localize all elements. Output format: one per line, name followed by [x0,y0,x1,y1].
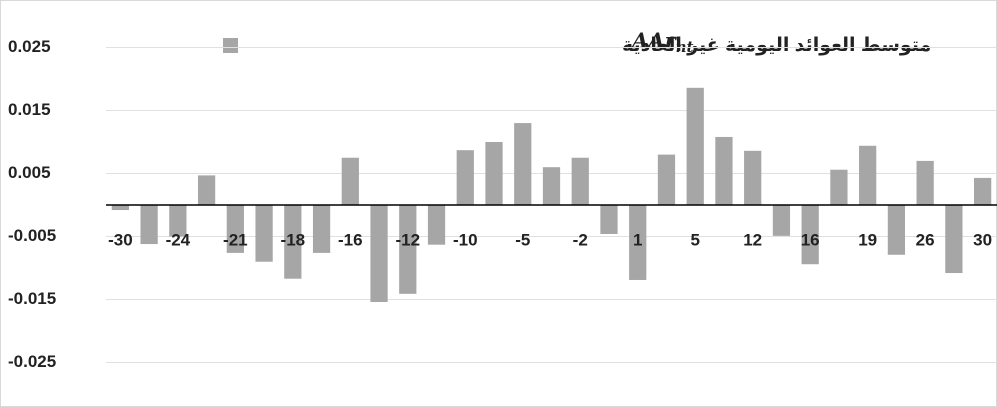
x-tick-label: 30 [973,230,992,249]
bar [801,205,819,265]
bar [226,205,244,253]
bar [916,160,934,205]
bar [974,177,992,205]
bar [715,136,733,205]
bar [427,205,446,245]
bar [255,205,273,262]
bar [945,205,963,274]
x-tick-label: -16 [338,230,363,249]
y-tick-label: 0.025 [8,37,51,56]
bar [485,142,503,205]
x-tick-label: -2 [573,230,588,249]
legend: متوسط العوائد اليومية غير العادية AArnt [223,28,931,57]
bar [284,205,302,279]
bar [197,175,216,205]
x-tick-label: -5 [515,230,530,249]
bar [830,169,848,205]
bar [312,205,331,253]
y-tick-label: -0.025 [8,352,56,371]
y-tick-label: 0.015 [8,100,51,119]
bar [111,205,129,211]
x-tick-label: 26 [916,230,935,249]
x-tick-label: 1 [633,230,642,249]
y-tick-label: -0.005 [8,226,56,245]
x-tick-label: 16 [801,230,820,249]
x-tick-label: 5 [690,230,699,249]
bar [571,157,589,205]
x-tick-label: -12 [396,230,421,249]
legend-label: متوسط العوائد اليومية غير العادية [622,35,931,56]
legend-formula-base: AAr [630,28,678,53]
x-tick-label: 19 [858,230,877,249]
bar [686,87,704,205]
x-tick-label: -10 [453,230,478,249]
bar [456,150,474,205]
x-tick-label: -24 [166,230,191,249]
bar [140,205,158,245]
bar [399,205,417,294]
bar [887,205,906,255]
bar [629,205,647,280]
legend-swatch [223,38,238,53]
bar [341,157,359,205]
bar [772,205,791,236]
bar [542,167,561,205]
x-tick-label: -18 [281,230,306,249]
bar [657,154,676,205]
x-tick-label: 12 [743,230,762,249]
bar [169,205,187,237]
x-tick-label: -30 [108,230,133,249]
x-tick-label: -21 [223,230,248,249]
bar [514,123,532,205]
y-tick-label: -0.015 [8,289,56,308]
bar [370,205,388,303]
bar [859,145,877,205]
y-tick-label: 0.005 [8,163,51,182]
legend-formula: AArnt [630,28,694,57]
bar [600,205,618,234]
bar [744,150,762,205]
